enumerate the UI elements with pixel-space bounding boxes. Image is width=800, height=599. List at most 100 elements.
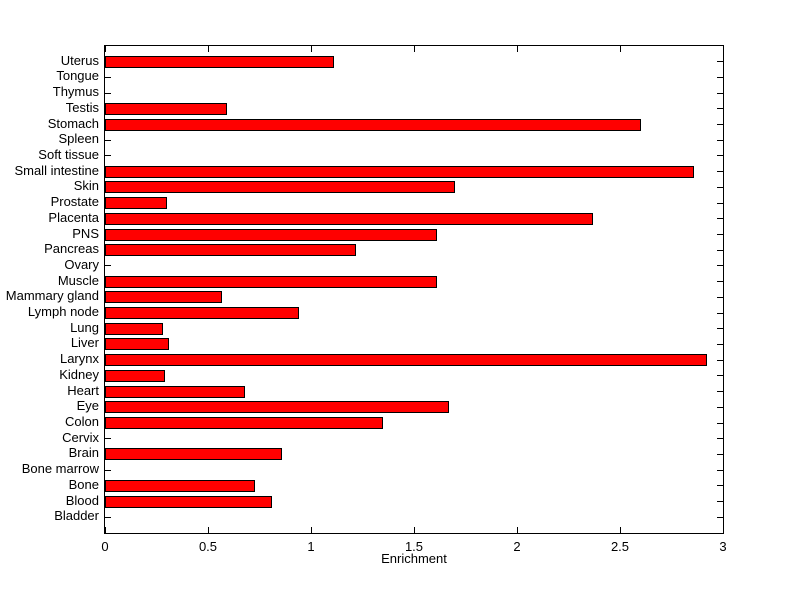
y-tick-mark-right	[717, 218, 723, 220]
y-tick-mark-right	[717, 485, 723, 487]
y-tick-label: Thymus	[52, 84, 99, 100]
y-tick-label: Larynx	[59, 351, 99, 367]
bar	[105, 55, 334, 68]
y-tick-label: Pancreas	[44, 241, 99, 257]
x-tick-mark-bottom	[516, 527, 518, 533]
y-tick-mark-right	[717, 516, 723, 518]
y-tick-label: PNS	[72, 225, 99, 241]
y-tick-label: Blood	[65, 492, 99, 508]
y-tick-mark-right	[717, 76, 723, 78]
y-tick-mark-right	[717, 265, 723, 267]
y-tick-mark-right	[717, 328, 723, 330]
y-tick-mark-right	[717, 249, 723, 251]
y-tick-label: Skin	[73, 178, 99, 194]
x-tick-label: 3	[719, 539, 727, 554]
y-tick-mark-right	[717, 343, 723, 345]
y-tick-mark-right	[717, 296, 723, 298]
bar	[105, 197, 167, 210]
y-tick-mark-right	[717, 155, 723, 157]
bar	[105, 338, 169, 351]
x-axis-label: Enrichment	[381, 551, 447, 566]
y-tick-mark-left	[105, 155, 111, 157]
x-tick-mark-bottom	[619, 527, 621, 533]
y-tick-label: Lymph node	[27, 304, 99, 320]
x-tick-mark-bottom	[310, 527, 312, 533]
x-tick-mark-bottom	[104, 527, 106, 533]
bar	[105, 102, 227, 115]
y-tick-mark-right	[717, 453, 723, 455]
y-tick-label: Testis	[65, 99, 99, 115]
y-tick-label: Eye	[76, 398, 99, 414]
bar	[105, 228, 437, 241]
x-tick-label: 1.5	[404, 539, 424, 554]
y-tick-mark-left	[105, 265, 111, 267]
y-tick-label: Bone marrow	[21, 461, 99, 477]
y-tick-mark-right	[717, 438, 723, 440]
y-tick-mark-right	[717, 312, 723, 314]
y-tick-mark-right	[717, 92, 723, 94]
bar	[105, 385, 245, 398]
y-tick-mark-right	[717, 234, 723, 236]
x-tick-label: 2.5	[610, 539, 630, 554]
y-tick-mark-left	[105, 92, 111, 94]
bar	[105, 181, 455, 194]
y-tick-mark-left	[105, 469, 111, 471]
bar	[105, 275, 437, 288]
y-tick-label: Mammary gland	[5, 288, 99, 304]
y-tick-label: Muscle	[57, 272, 99, 288]
y-tick-mark-right	[717, 501, 723, 503]
bar	[105, 369, 165, 382]
y-tick-label: Heart	[67, 382, 99, 398]
y-tick-mark-left	[105, 76, 111, 78]
bar	[105, 165, 694, 178]
y-tick-mark-right	[717, 281, 723, 283]
y-tick-label: Brain	[68, 445, 99, 461]
y-tick-label: Colon	[65, 414, 99, 430]
x-tick-mark-top	[207, 46, 209, 52]
bar	[105, 307, 299, 320]
y-tick-mark-right	[717, 61, 723, 63]
y-tick-mark-right	[717, 186, 723, 188]
x-tick-label: 0	[101, 539, 109, 554]
x-tick-mark-bottom	[413, 527, 415, 533]
y-tick-label: Bladder	[54, 508, 99, 524]
bar	[105, 244, 356, 257]
bar	[105, 401, 449, 414]
bar	[105, 212, 593, 225]
bar	[105, 448, 282, 461]
y-tick-label: Soft tissue	[38, 146, 99, 162]
y-tick-label: Ovary	[64, 256, 99, 272]
bar	[105, 118, 641, 131]
y-tick-label: Cervix	[62, 429, 99, 445]
y-tick-label: Lung	[70, 319, 99, 335]
x-tick-mark-top	[619, 46, 621, 52]
y-tick-label: Placenta	[48, 209, 99, 225]
y-tick-label: Kidney	[59, 366, 99, 382]
y-tick-mark-left	[105, 438, 111, 440]
x-tick-mark-top	[104, 46, 106, 52]
y-tick-mark-left	[105, 139, 111, 141]
y-tick-mark-right	[717, 469, 723, 471]
y-tick-label: Prostate	[50, 194, 99, 210]
y-tick-mark-right	[717, 202, 723, 204]
bar	[105, 291, 222, 304]
y-tick-mark-right	[717, 171, 723, 173]
x-tick-mark-bottom	[722, 527, 724, 533]
bar	[105, 354, 707, 367]
x-tick-mark-top	[310, 46, 312, 52]
x-tick-label: 2	[513, 539, 521, 554]
x-tick-label: 0.5	[198, 539, 218, 554]
bar	[105, 479, 255, 492]
y-tick-label: Tongue	[56, 68, 99, 84]
y-tick-label: Bone	[68, 476, 99, 492]
plot-area	[104, 45, 724, 534]
y-tick-mark-right	[717, 124, 723, 126]
y-tick-label: Small intestine	[14, 162, 99, 178]
x-tick-mark-bottom	[207, 527, 209, 533]
bar	[105, 322, 163, 335]
x-tick-mark-top	[413, 46, 415, 52]
y-tick-mark-left	[105, 516, 111, 518]
y-tick-label: Stomach	[47, 115, 99, 131]
y-tick-label: Uterus	[60, 52, 99, 68]
